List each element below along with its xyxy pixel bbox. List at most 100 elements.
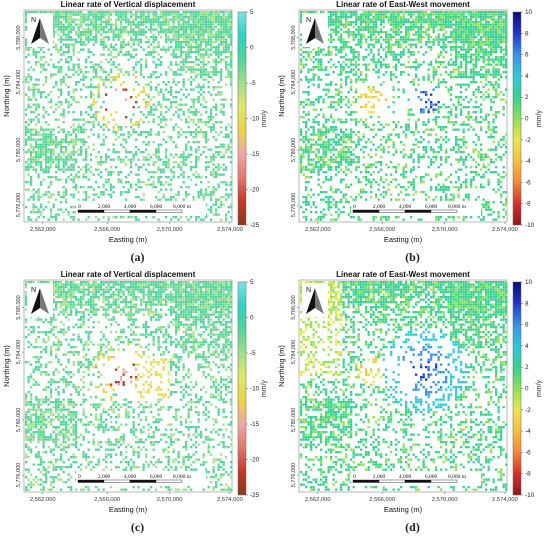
heatmap-cell xyxy=(67,28,70,31)
heatmap-cell xyxy=(30,121,33,124)
heatmap-cell xyxy=(147,46,150,49)
heatmap-cell xyxy=(490,63,493,66)
heatmap-cell xyxy=(387,133,390,136)
heatmap-cell xyxy=(212,18,215,21)
heatmap-cell xyxy=(465,16,468,19)
heatmap-cell xyxy=(152,36,155,39)
heatmap-cell xyxy=(97,121,100,124)
heatmap-cell xyxy=(377,53,380,56)
heatmap-cell xyxy=(435,133,438,136)
heatmap-cell xyxy=(92,123,95,126)
heatmap-cell xyxy=(460,86,463,89)
heatmap-cell xyxy=(145,116,148,119)
heatmap-cell xyxy=(102,186,105,189)
heatmap-cell xyxy=(330,38,333,41)
heatmap-cell xyxy=(130,118,133,121)
heatmap-cell xyxy=(327,16,330,19)
heatmap-cell xyxy=(230,76,233,79)
heatmap-cell xyxy=(425,101,428,104)
heatmap-cell xyxy=(230,126,233,129)
heatmap-cell xyxy=(150,111,153,114)
heatmap-cell xyxy=(220,33,223,36)
heatmap-cell xyxy=(185,191,188,194)
heatmap-cell xyxy=(77,218,80,221)
heatmap-cell xyxy=(407,111,410,114)
heatmap-cell xyxy=(195,171,198,174)
heatmap-cell xyxy=(215,166,218,169)
heatmap-cell xyxy=(202,193,205,196)
heatmap-cell xyxy=(345,81,348,84)
heatmap-cell xyxy=(27,73,30,76)
heatmap-cell xyxy=(80,126,83,129)
heatmap-cell xyxy=(155,66,158,69)
heatmap-cell xyxy=(487,31,490,34)
heatmap-cell xyxy=(330,106,333,109)
heatmap-cell xyxy=(80,13,83,16)
heatmap-cell xyxy=(412,131,415,134)
heatmap-cell xyxy=(185,13,188,16)
heatmap-cell xyxy=(212,71,215,74)
heatmap-cell xyxy=(455,68,458,71)
heatmap-cell xyxy=(387,21,390,24)
heatmap-cell xyxy=(130,158,133,161)
heatmap-cell xyxy=(70,193,73,196)
heatmap-cell xyxy=(102,41,105,44)
heatmap-cell xyxy=(425,51,428,54)
heatmap-cell xyxy=(125,98,128,101)
heatmap-cell xyxy=(130,23,133,26)
heatmap-cell xyxy=(372,111,375,114)
heatmap-cell xyxy=(120,21,123,24)
heatmap-cell xyxy=(350,13,353,16)
heatmap-cell xyxy=(77,166,80,169)
heatmap-cell xyxy=(65,43,68,46)
heatmap-cell xyxy=(412,61,415,64)
heatmap-cell xyxy=(187,66,190,69)
heatmap-cell xyxy=(457,71,460,74)
heatmap-cell xyxy=(332,131,335,134)
heatmap-cell xyxy=(155,21,158,24)
heatmap-cell xyxy=(195,73,198,76)
heatmap-cell xyxy=(195,38,198,41)
heatmap-cell xyxy=(457,23,460,26)
heatmap-cell xyxy=(410,16,413,19)
heatmap-cell xyxy=(177,133,180,136)
heatmap-cell xyxy=(92,86,95,89)
heatmap-cell xyxy=(40,126,43,129)
heatmap-cell xyxy=(95,41,98,44)
heatmap-cell xyxy=(100,158,103,161)
heatmap-cell xyxy=(107,48,110,51)
heatmap-cell xyxy=(72,166,75,169)
heatmap-cell xyxy=(400,16,403,19)
heatmap-cell xyxy=(95,26,98,29)
heatmap-cell xyxy=(337,16,340,19)
heatmap-cell xyxy=(180,53,183,56)
heatmap-cell xyxy=(455,53,458,56)
scale-bar: 0 2,000 4,000 6,000 8,000 m xyxy=(76,201,206,216)
heatmap-cell xyxy=(135,38,138,41)
heatmap-cell xyxy=(55,158,58,161)
heatmap-cell xyxy=(345,118,348,121)
heatmap-cell xyxy=(32,208,35,211)
heatmap-cell xyxy=(65,16,68,19)
heatmap-cell xyxy=(27,53,30,56)
heatmap-cell xyxy=(487,113,490,116)
heatmap-cell xyxy=(190,133,193,136)
heatmap-cell xyxy=(465,61,468,64)
heatmap-cell xyxy=(207,18,210,21)
heatmap-cell xyxy=(125,148,128,151)
heatmap-cell xyxy=(92,16,95,19)
heatmap-cell xyxy=(347,98,350,101)
heatmap-cell xyxy=(462,98,465,101)
heatmap-cell xyxy=(312,118,315,121)
heatmap-cell xyxy=(342,38,345,41)
heatmap-cell xyxy=(222,31,225,34)
heatmap-cell xyxy=(117,63,120,66)
heatmap-cell xyxy=(85,96,88,99)
heatmap-cell xyxy=(170,101,173,104)
heatmap-cell xyxy=(372,61,375,64)
heatmap-cell xyxy=(327,88,330,91)
heatmap-cell xyxy=(122,191,125,194)
heatmap-cell xyxy=(195,156,198,159)
heatmap-cell xyxy=(442,66,445,69)
heatmap-cell xyxy=(132,88,135,91)
